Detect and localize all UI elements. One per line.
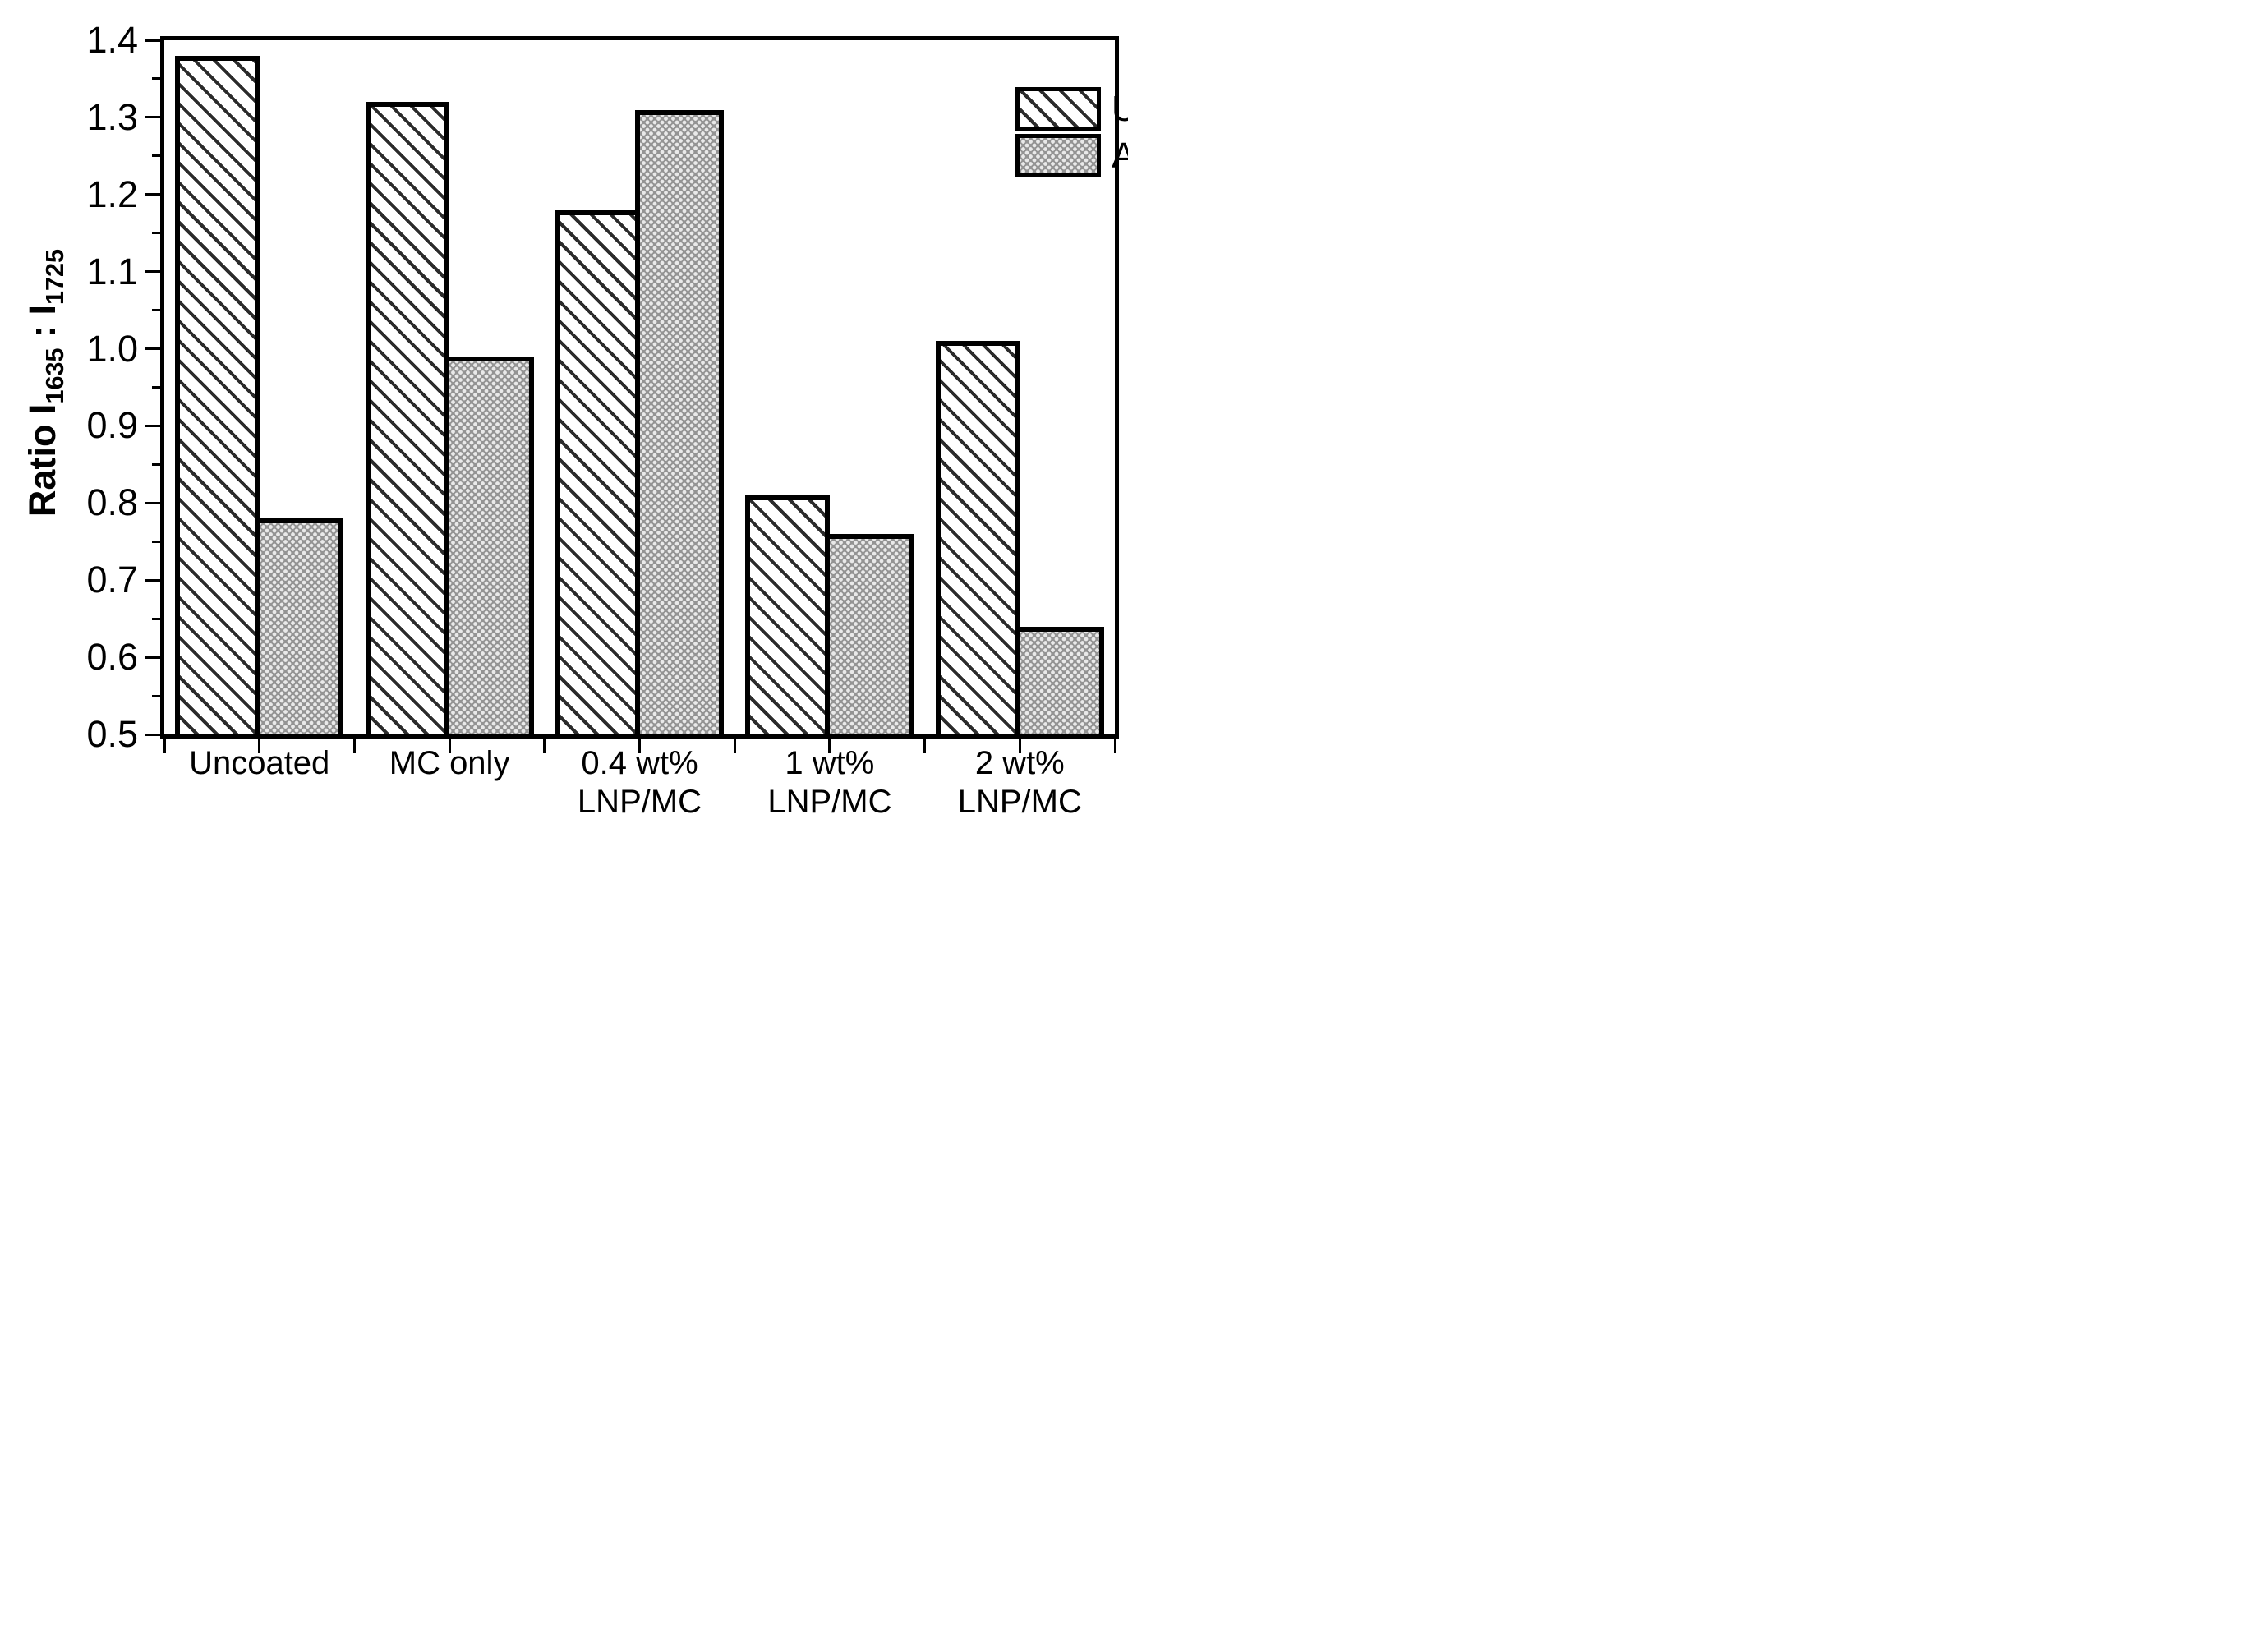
x-tick	[638, 739, 641, 753]
y-major-tick	[145, 193, 160, 196]
x-tick-label-line: LNP/MC	[957, 784, 1082, 820]
bar-aged-3	[824, 533, 914, 734]
y-minor-tick	[152, 540, 160, 543]
y-major-tick	[145, 39, 160, 42]
y-minor-tick	[152, 462, 160, 466]
x-tick	[733, 739, 736, 753]
bar-unaged-0	[175, 55, 260, 734]
y-minor-tick	[152, 694, 160, 697]
y-tick-label: 0.8	[86, 481, 138, 524]
y-tick-label: 1.1	[86, 250, 138, 292]
bar-unaged-1	[365, 102, 450, 734]
y-minor-tick	[152, 386, 160, 389]
y-tick-label: 1.0	[86, 327, 138, 370]
y-tick-label: 1.4	[86, 19, 138, 61]
legend: Unaged Aged	[1015, 87, 1128, 181]
x-tick-label: Uncoated	[189, 744, 329, 783]
y-major-tick	[145, 656, 160, 659]
bar-aged-0	[254, 518, 344, 734]
legend-row: Unaged	[1015, 87, 1128, 131]
y-minor-tick	[152, 617, 160, 620]
bar-aged-2	[634, 109, 724, 734]
bar-unaged-2	[555, 209, 640, 734]
x-tick	[448, 739, 451, 753]
x-tick-label-line: MC only	[389, 745, 510, 781]
x-tick-label: MC only	[389, 744, 510, 783]
y-tick-label: 1.2	[86, 173, 138, 215]
bar-aged-4	[1015, 626, 1104, 734]
y-minor-tick	[152, 232, 160, 235]
legend-label: Aged	[1112, 135, 1128, 176]
x-tick	[828, 739, 831, 753]
y-tick-label: 0.6	[86, 636, 138, 679]
y-major-tick	[145, 578, 160, 582]
legend-swatch-aged	[1015, 134, 1101, 177]
x-tick-label-line: 1 wt%	[785, 745, 875, 781]
bar-aged-1	[444, 356, 534, 734]
x-tick-label: 1 wt% LNP/MC	[767, 744, 891, 821]
y-minor-tick	[152, 309, 160, 312]
y-major-tick	[145, 424, 160, 427]
x-tick-label-line: LNP/MC	[767, 784, 892, 820]
y-tick-label: 0.5	[86, 713, 138, 755]
x-tick	[352, 739, 356, 753]
x-tick	[923, 739, 927, 753]
x-tick	[258, 739, 261, 753]
bar-unaged-3	[745, 495, 830, 734]
y-minor-tick	[152, 154, 160, 158]
legend-swatch-unaged	[1015, 87, 1101, 131]
x-tick	[1018, 739, 1021, 753]
bar-chart-figure: Ratio I1635 : I1725 UnagedAged 1.41.31.2…	[0, 0, 1128, 826]
y-major-tick	[145, 116, 160, 119]
y-major-tick	[145, 733, 160, 736]
y-tick-label: 0.7	[86, 559, 138, 601]
x-tick-label-line: LNP/MC	[577, 784, 702, 820]
y-major-tick	[145, 270, 160, 274]
y-tick-label: 0.9	[86, 404, 138, 447]
x-tick-label-line: 0.4 wt%	[581, 745, 698, 781]
bar-unaged-4	[935, 341, 1020, 734]
y-major-tick	[145, 347, 160, 351]
x-tick-label-line: 2 wt%	[974, 745, 1065, 781]
y-minor-tick	[152, 77, 160, 81]
x-tick	[543, 739, 546, 753]
legend-row: Aged	[1015, 134, 1128, 177]
y-tick-label: 1.3	[86, 95, 138, 138]
plot-area: Unaged Aged	[160, 36, 1128, 739]
y-major-tick	[145, 501, 160, 504]
x-tick-label: 2 wt% LNP/MC	[958, 744, 1082, 821]
legend-label: Unaged	[1112, 88, 1128, 129]
x-tick	[1113, 739, 1116, 753]
x-tick-label: 0.4 wt% LNP/MC	[578, 744, 702, 821]
x-tick-label-line: Uncoated	[189, 745, 330, 781]
x-tick	[163, 739, 166, 753]
